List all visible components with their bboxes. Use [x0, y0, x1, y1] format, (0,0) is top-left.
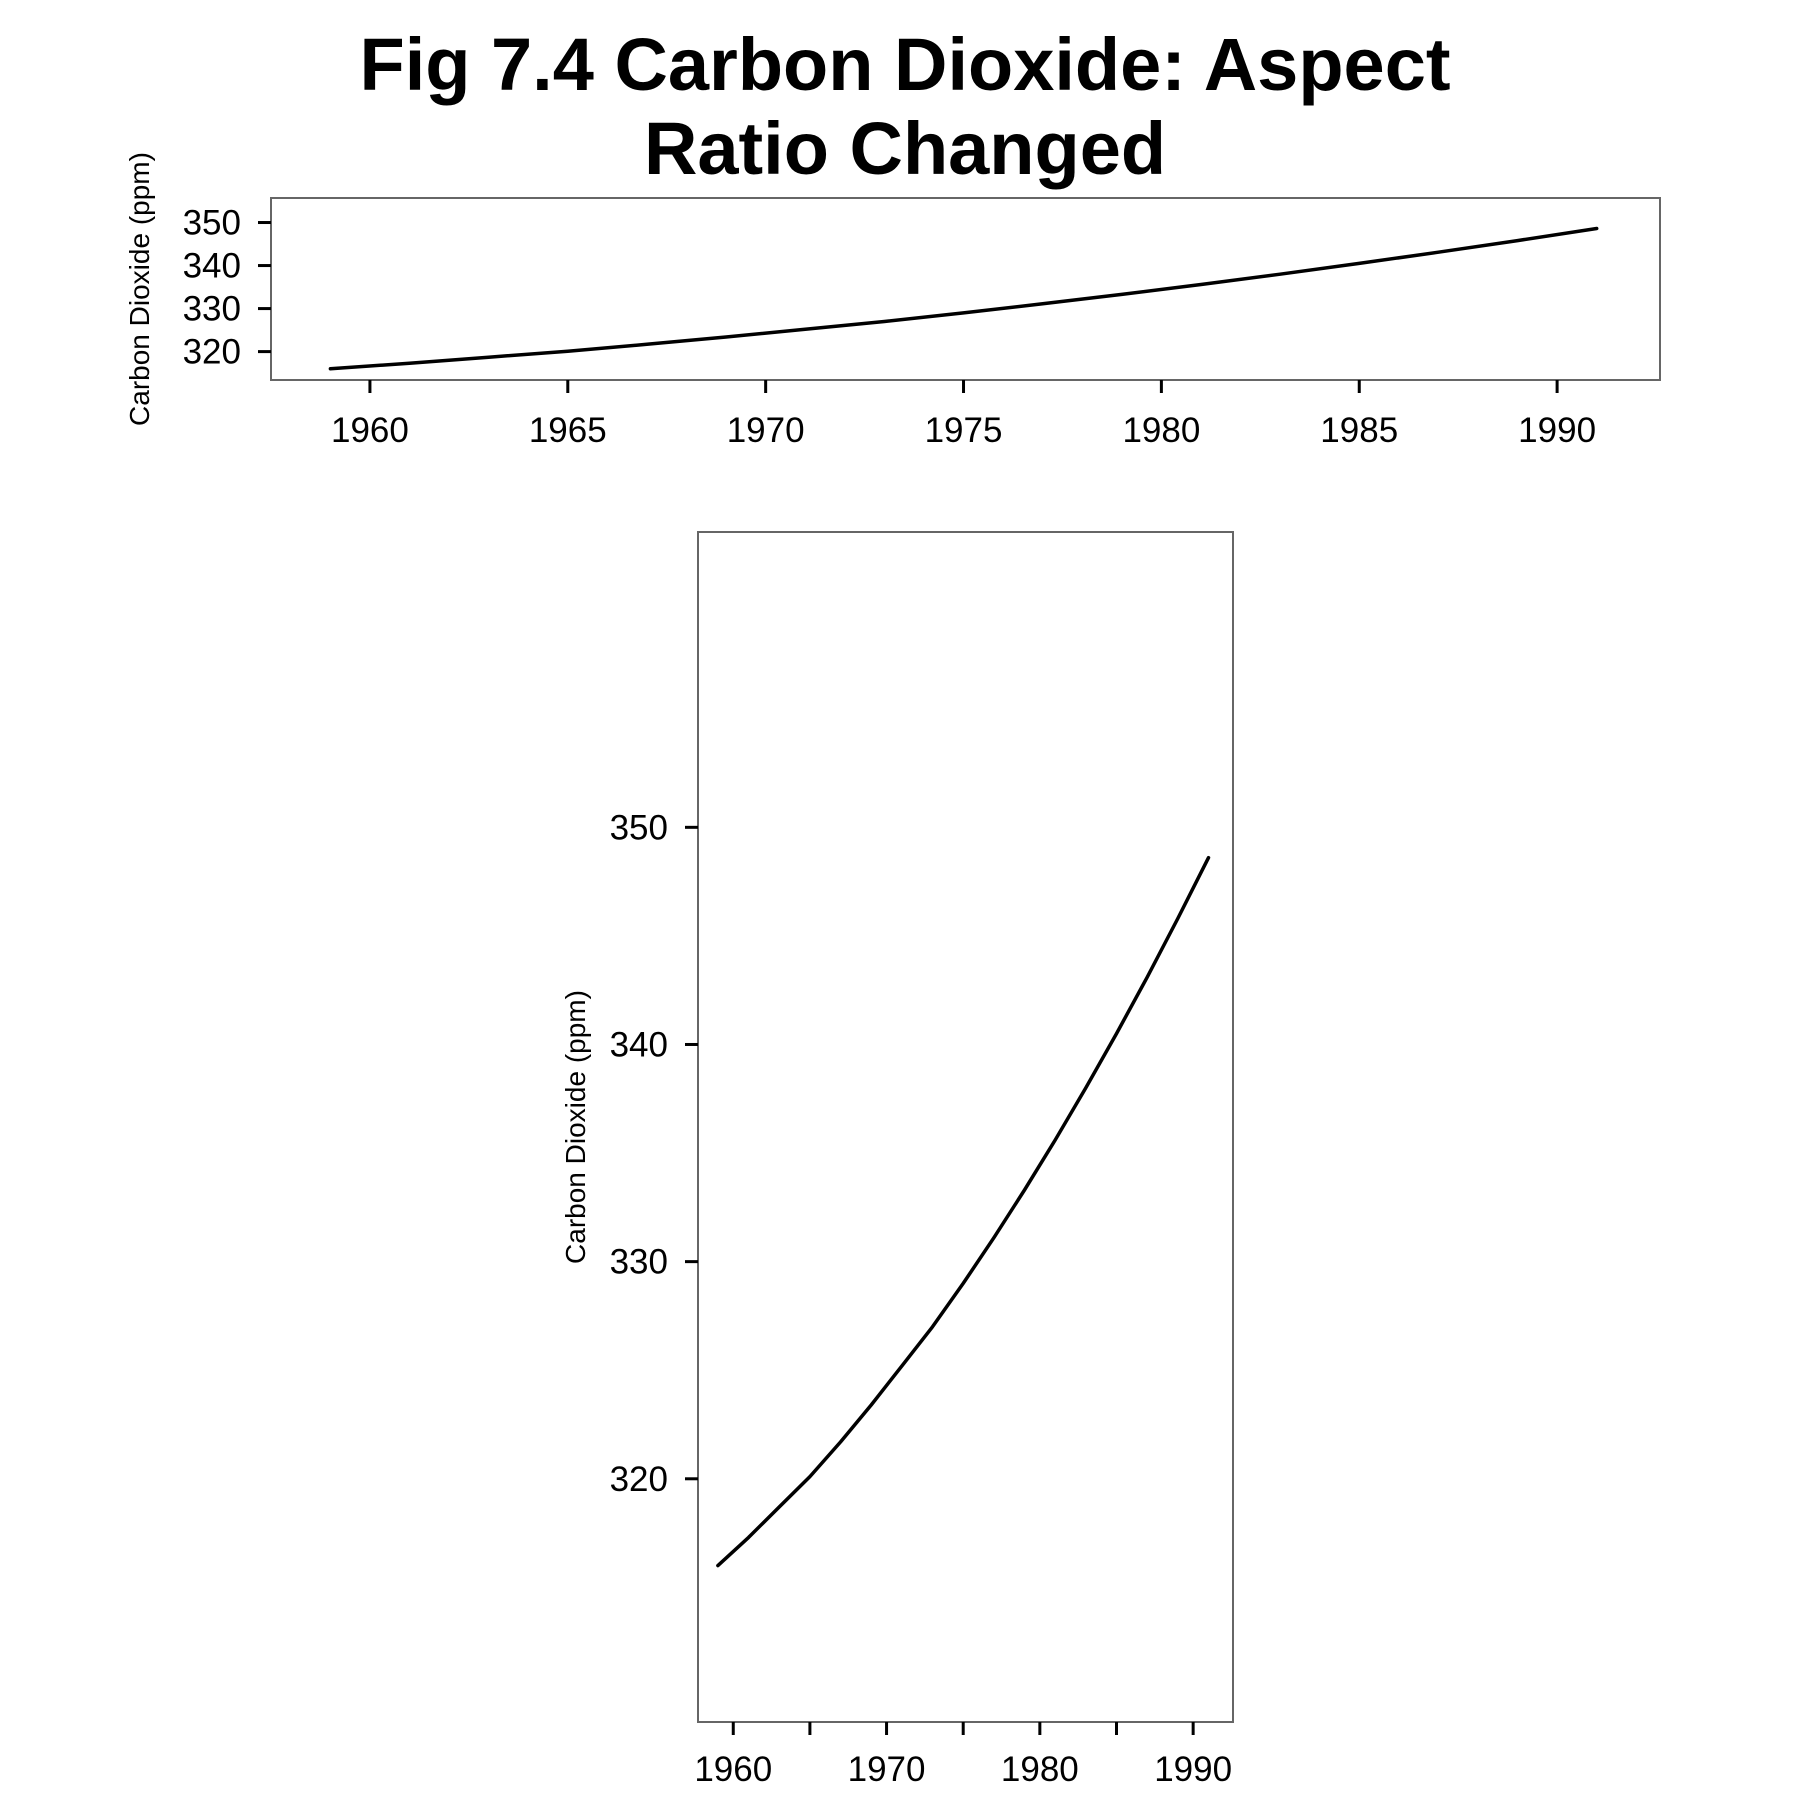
bottom-y-tick-label: 320 — [610, 1460, 668, 1499]
bottom-y-tick-label: 340 — [610, 1025, 668, 1064]
bottom-panel-border — [697, 531, 1234, 1723]
bottom-series-line — [716, 855, 1211, 1568]
bottom-y-tick-label: 350 — [610, 808, 668, 847]
bottom-x-tick-label: 1980 — [1001, 1750, 1079, 1789]
top-x-tick-label: 1970 — [727, 411, 805, 450]
top-y-tick-label: 340 — [183, 247, 241, 286]
top-panel-border — [270, 197, 1661, 381]
bottom-y-tick-label: 330 — [610, 1243, 668, 1282]
top-x-tick-label: 1990 — [1518, 411, 1596, 450]
top-x-tick-label: 1965 — [529, 411, 607, 450]
top-y-tick-label: 330 — [183, 290, 241, 329]
bottom-x-tick-label: 1960 — [694, 1750, 772, 1789]
top-y-tick-label: 320 — [183, 333, 241, 372]
bottom-x-tick-label: 1970 — [848, 1750, 926, 1789]
top-x-tick-label: 1975 — [925, 411, 1003, 450]
chart-title-line-1: Fig 7.4 Carbon Dioxide: Aspect — [359, 23, 1451, 106]
top-y-tick-label: 350 — [183, 204, 241, 243]
bottom-y-axis-label: Carbon Dioxide (ppm) — [560, 990, 591, 1264]
top-series-line — [328, 226, 1599, 371]
top-y-axis-label: Carbon Dioxide (ppm) — [124, 152, 155, 426]
top-x-tick-label: 1980 — [1122, 411, 1200, 450]
top-x-tick-label: 1960 — [331, 411, 409, 450]
bottom-x-tick-label: 1990 — [1154, 1750, 1232, 1789]
top-x-tick-label: 1985 — [1320, 411, 1398, 450]
chart-title-line-2: Ratio Changed — [643, 107, 1167, 190]
